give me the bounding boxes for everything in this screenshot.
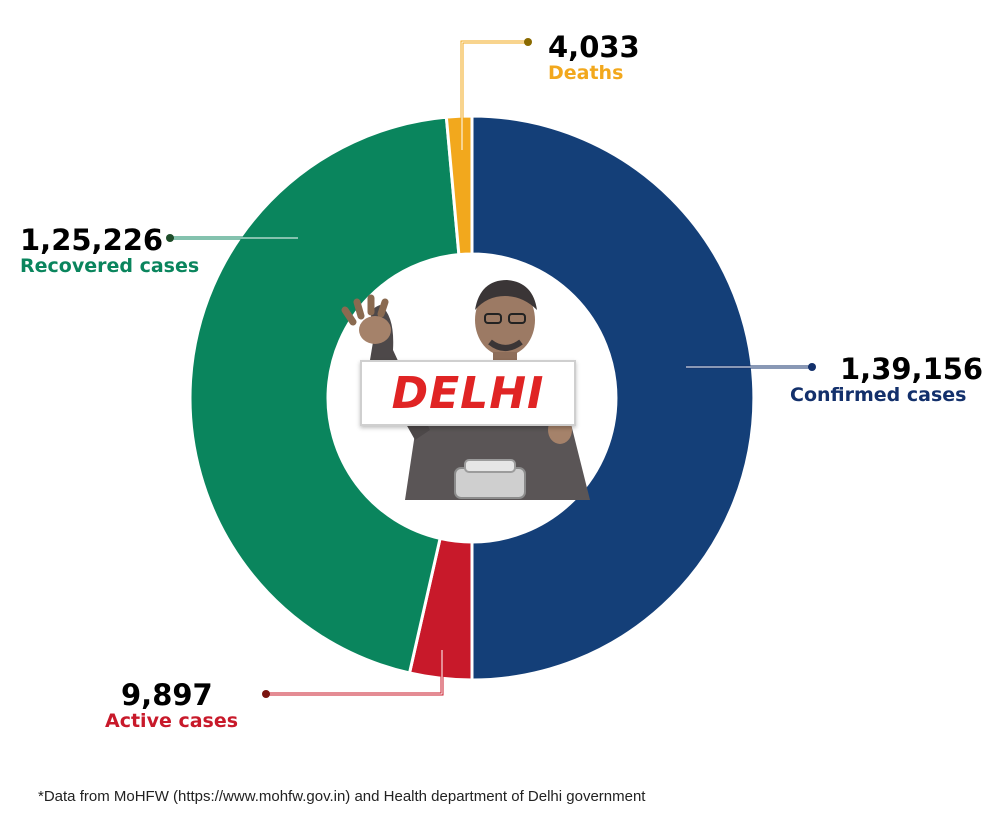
recovered-value: 1,25,226 <box>20 223 164 257</box>
leader-dot-deaths <box>524 38 532 46</box>
confirmed-value: 1,39,156 <box>840 352 984 386</box>
confirmed-category: Confirmed cases <box>790 384 967 406</box>
deaths-label: 4,033 Deaths <box>548 30 640 84</box>
leader-dot-recovered <box>166 234 174 242</box>
deaths-value: 4,033 <box>548 30 640 64</box>
leader-line-inner-deaths <box>461 41 528 150</box>
recovered-category: Recovered cases <box>20 255 200 277</box>
leader-line-inner-active <box>266 650 443 695</box>
banner-text: DELHI <box>391 367 545 419</box>
active-category: Active cases <box>105 710 239 732</box>
delhi-banner: DELHI <box>360 360 576 426</box>
active-label: 9,897 Active cases <box>105 678 238 732</box>
leader-dot-active <box>262 690 270 698</box>
active-value: 9,897 <box>121 678 213 712</box>
leader-dot-confirmed <box>808 363 816 371</box>
recovered-label: 1,25,226 Recovered cases <box>20 223 199 277</box>
source-footnote: *Data from MoHFW (https://www.mohfw.gov.… <box>38 788 646 805</box>
deaths-category: Deaths <box>548 62 624 84</box>
confirmed-label: 1,39,156 Confirmed cases <box>790 352 983 406</box>
